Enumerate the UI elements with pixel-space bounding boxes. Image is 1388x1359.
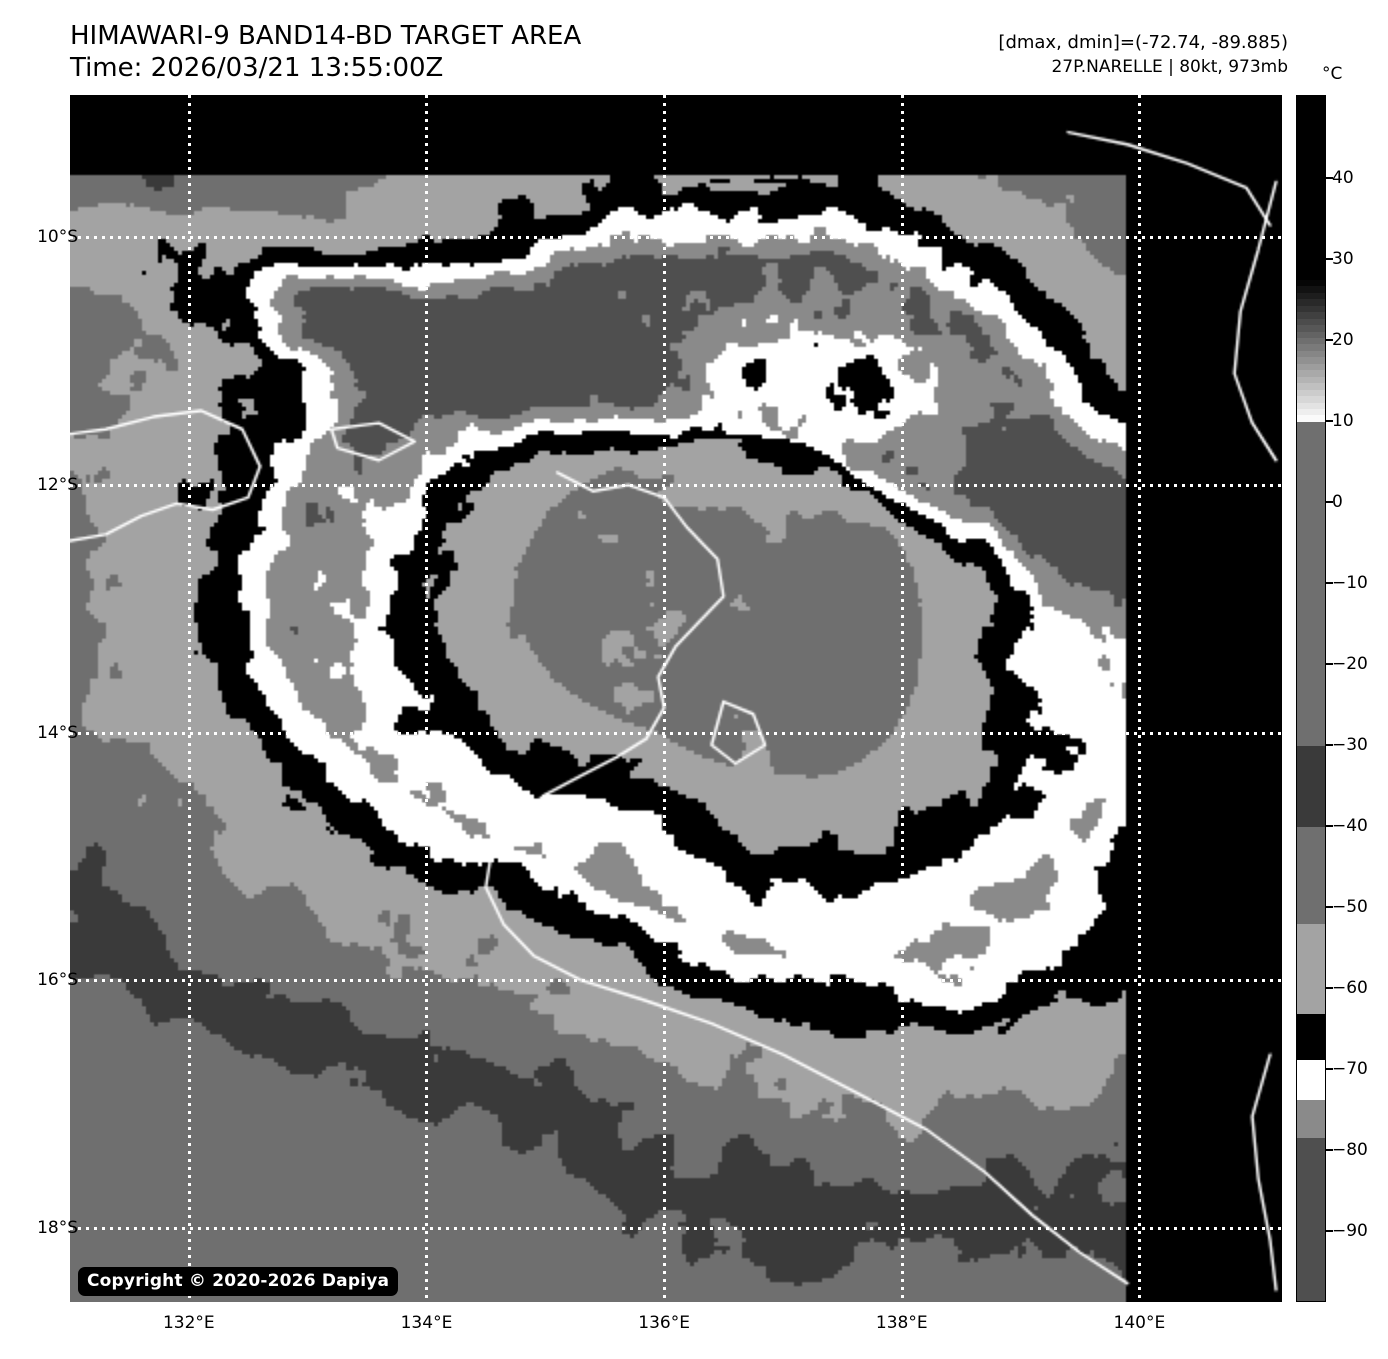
x-axis-tick-label: 140°E bbox=[1113, 1313, 1166, 1333]
colorbar-segment bbox=[1297, 1100, 1325, 1139]
colorbar-ramp-step bbox=[1297, 383, 1325, 391]
colorbar-ramp-step bbox=[1297, 396, 1325, 404]
y-axis-tick-label: 14°S bbox=[37, 722, 78, 743]
colorbar-tick-label: −90 bbox=[1332, 1221, 1368, 1242]
x-axis-tick-label: 132°E bbox=[162, 1313, 215, 1333]
colorbar-tick-mark bbox=[1326, 1230, 1333, 1233]
colorbar-tick-mark bbox=[1326, 825, 1333, 828]
colorbar-tick-mark bbox=[1326, 338, 1333, 341]
copyright-notice: Copyright © 2020-2026 Dapiya bbox=[78, 1267, 399, 1296]
colorbar-ramp-step bbox=[1297, 363, 1325, 371]
colorbar-ramp-step bbox=[1297, 280, 1325, 288]
colorbar-tick-mark bbox=[1326, 906, 1333, 909]
colorbar-tick-mark bbox=[1326, 987, 1333, 990]
colorbar-tick-mark bbox=[1326, 500, 1333, 503]
colorbar-tick-label: −50 bbox=[1332, 897, 1368, 918]
colorbar-tick-mark bbox=[1326, 581, 1333, 584]
colorbar-ramp-step bbox=[1297, 370, 1325, 378]
colorbar-ramp-step bbox=[1297, 402, 1325, 410]
colorbar-tick-mark bbox=[1326, 419, 1333, 422]
timestamp-label: Time: 2026/03/21 13:55:00Z bbox=[70, 53, 444, 83]
colorbar-unit-label: °C bbox=[1322, 64, 1343, 84]
y-axis-tick-label: 16°S bbox=[37, 970, 78, 991]
colorbar-segment bbox=[1297, 924, 1325, 1014]
colorbar-tick-label: −30 bbox=[1332, 735, 1368, 756]
colorbar-segment bbox=[1297, 1059, 1325, 1101]
title-block: HIMAWARI-9 BAND14-BD TARGET AREA Time: 2… bbox=[70, 20, 581, 84]
colorbar-ramp-step bbox=[1297, 338, 1325, 346]
satellite-imagery-canvas bbox=[70, 95, 1282, 1302]
y-axis-tick-label: 10°S bbox=[37, 227, 78, 248]
page-title: HIMAWARI-9 BAND14-BD TARGET AREA bbox=[70, 21, 582, 51]
colorbar-segment bbox=[1297, 746, 1325, 828]
colorbar-ramp-step bbox=[1297, 292, 1325, 300]
colorbar-tick-label: −80 bbox=[1332, 1140, 1368, 1161]
colorbar-tick-label: −40 bbox=[1332, 816, 1368, 837]
storm-label: 27P.NARELLE | 80kt, 973mb bbox=[1051, 57, 1288, 77]
colorbar-ramp-step bbox=[1297, 357, 1325, 365]
y-axis-tick-label: 12°S bbox=[37, 474, 78, 495]
x-axis-tick-label: 134°E bbox=[400, 1313, 453, 1333]
metadata-block: [dmax, dmin]=(-72.74, -89.885) 27P.NAREL… bbox=[998, 30, 1288, 79]
colorbar[interactable] bbox=[1296, 95, 1326, 1302]
colorbar-segment bbox=[1297, 1138, 1325, 1301]
colorbar-tick-label: 30 bbox=[1332, 248, 1354, 269]
x-axis-tick-label: 136°E bbox=[638, 1313, 690, 1333]
colorbar-tick-label: 20 bbox=[1332, 329, 1354, 350]
colorbar-ramp-step bbox=[1297, 305, 1325, 313]
colorbar-tick-label: −60 bbox=[1332, 978, 1368, 999]
colorbar-tick-label: −20 bbox=[1332, 654, 1368, 675]
colorbar-tick-label: −70 bbox=[1332, 1059, 1368, 1080]
colorbar-tick-mark bbox=[1326, 257, 1333, 260]
colorbar-tick-label: 0 bbox=[1332, 491, 1343, 512]
y-axis-tick-label: 18°S bbox=[37, 1217, 78, 1238]
colorbar-segment bbox=[1297, 1013, 1325, 1060]
colorbar-tick-label: 40 bbox=[1332, 167, 1354, 188]
colorbar-tick-mark bbox=[1326, 744, 1333, 747]
colorbar-ramp-step bbox=[1297, 350, 1325, 358]
colorbar-ramp-step bbox=[1297, 344, 1325, 352]
colorbar-ramp-step bbox=[1297, 389, 1325, 397]
x-axis-tick-label: 138°E bbox=[875, 1313, 928, 1333]
colorbar-segment bbox=[1297, 421, 1325, 747]
dminmax-label: [dmax, dmin]=(-72.74, -89.885) bbox=[998, 32, 1288, 53]
colorbar-ramp-step bbox=[1297, 318, 1325, 326]
satellite-image-plot[interactable]: Copyright © 2020-2026 Dapiya bbox=[70, 95, 1282, 1302]
colorbar-segment bbox=[1297, 827, 1325, 925]
colorbar-segment bbox=[1297, 96, 1325, 280]
colorbar-ramp-step bbox=[1297, 299, 1325, 307]
colorbar-ramp-step bbox=[1297, 408, 1325, 416]
colorbar-ramp-step bbox=[1297, 415, 1325, 423]
colorbar-ramp-step bbox=[1297, 312, 1325, 320]
colorbar-ramp-step bbox=[1297, 376, 1325, 384]
colorbar-segment bbox=[1297, 280, 1325, 423]
colorbar-tick-mark bbox=[1326, 1068, 1333, 1071]
colorbar-tick-mark bbox=[1326, 663, 1333, 666]
colorbar-ramp-step bbox=[1297, 331, 1325, 339]
colorbar-tick-mark bbox=[1326, 1149, 1333, 1152]
colorbar-tick-label: 10 bbox=[1332, 410, 1354, 431]
colorbar-ramp-step bbox=[1297, 325, 1325, 333]
colorbar-tick-label: −10 bbox=[1332, 572, 1368, 593]
colorbar-tick-mark bbox=[1326, 176, 1333, 179]
colorbar-ramp-step bbox=[1297, 286, 1325, 294]
